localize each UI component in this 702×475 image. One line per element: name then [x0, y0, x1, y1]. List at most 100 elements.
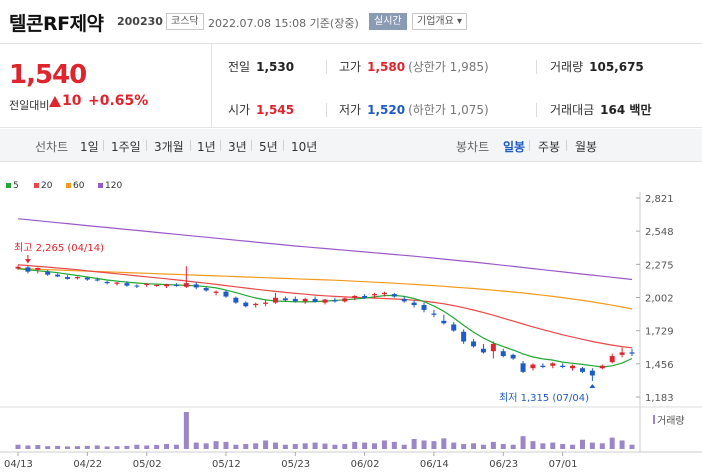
- candle-body: [431, 313, 437, 315]
- y-tick-label: 2,275: [645, 260, 674, 271]
- volume-bar: [629, 444, 635, 449]
- volume-bar: [510, 444, 516, 449]
- volume-bar: [589, 442, 595, 449]
- candle-body: [45, 271, 51, 275]
- candle-body: [312, 298, 318, 302]
- high-annotation: 최고 2,265 (04/14): [14, 242, 104, 254]
- ma120-line: [17, 218, 633, 281]
- volume-bar: [45, 446, 51, 449]
- tab-1y[interactable]: 1년: [197, 140, 216, 154]
- tab-3m[interactable]: 3개월: [154, 140, 184, 154]
- candle-body: [619, 352, 625, 355]
- candle-body: [391, 294, 397, 297]
- candle-body: [302, 298, 308, 302]
- x-tick-label: 05/12: [212, 459, 241, 470]
- price-summary: 1,540 전일대비 10 +0.65%: [0, 44, 212, 128]
- tab-1d[interactable]: 1일: [80, 140, 99, 154]
- volume-label: 거래량: [657, 415, 685, 427]
- volume-bar: [322, 443, 328, 449]
- volume-bar: [372, 443, 378, 449]
- candle-chart[interactable]: 2,821 2,548 2,275 2,002 1,729 1,456 1,183 04/13…: [0, 162, 702, 475]
- candle-body: [114, 282, 120, 284]
- volume-bar: [431, 441, 437, 449]
- volume-bar: [233, 444, 239, 449]
- volume-bar: [490, 441, 496, 449]
- volume-bar: [619, 440, 625, 449]
- x-tick-label: 07/01: [549, 459, 578, 470]
- candle-body: [104, 281, 110, 284]
- ma20-line: [17, 264, 633, 349]
- candle-body: [193, 284, 199, 288]
- current-price: 1,540: [9, 60, 87, 90]
- tab-10y[interactable]: 10년: [291, 140, 318, 154]
- prev-value: 1,530: [256, 60, 295, 74]
- volume-bar: [25, 445, 31, 449]
- candle-body: [154, 284, 160, 286]
- candle-body: [164, 284, 170, 287]
- candle-body: [223, 291, 229, 297]
- volume-bar: [411, 439, 417, 449]
- candle-body: [322, 299, 328, 303]
- x-tick-label: 05/02: [133, 459, 162, 470]
- tab-monthly[interactable]: 월봉: [575, 140, 598, 154]
- volume-bar: [282, 444, 288, 449]
- candle-body: [35, 267, 41, 270]
- legend-ma120: 120: [98, 181, 122, 191]
- diff-value: 10: [62, 93, 82, 109]
- candle-body: [372, 294, 378, 296]
- volume-bar: [173, 444, 179, 449]
- realtime-button[interactable]: 실시간: [369, 13, 407, 30]
- candle-body: [401, 298, 407, 302]
- volume-bar: [154, 445, 160, 449]
- volume-bar: [401, 444, 407, 449]
- volume-bar: [480, 444, 486, 449]
- candle-body: [352, 295, 358, 298]
- candle-body: [203, 288, 209, 291]
- company-info-dropdown[interactable]: 기업개요 ▾: [412, 13, 467, 30]
- tab-weekly[interactable]: 주봉: [538, 140, 561, 154]
- volume-bar: [421, 440, 427, 449]
- volume-bar: [461, 444, 467, 449]
- low-arrow-head: [589, 383, 596, 388]
- diff-label: 전일대비: [9, 99, 50, 112]
- tab-1w[interactable]: 1주일: [111, 140, 141, 154]
- candle-body: [421, 305, 427, 310]
- candle-body: [74, 277, 80, 279]
- volume-bar: [550, 442, 556, 449]
- open-label: 시가: [228, 103, 251, 117]
- x-tick-label: 06/02: [351, 459, 380, 470]
- candle-body: [471, 341, 477, 347]
- tab-5y[interactable]: 5년: [259, 140, 278, 154]
- candle-body: [500, 351, 506, 357]
- candle-body: [550, 363, 556, 366]
- volume-bar: [183, 412, 189, 449]
- volume-bar: [332, 444, 338, 449]
- volume-legend-swatch: [653, 415, 655, 424]
- x-tick-label: 06/14: [420, 459, 449, 470]
- high-arrow-head: [24, 259, 31, 264]
- x-tick-label: 06/23: [489, 459, 518, 470]
- low-annotation: 최저 1,315 (07/04): [499, 392, 589, 404]
- candle-body: [292, 298, 298, 302]
- candle-body: [441, 320, 447, 324]
- ma60-line: [17, 268, 633, 310]
- amount-label: 거래대금: [550, 103, 595, 117]
- candle-body: [94, 279, 100, 281]
- volume-bar: [164, 444, 170, 449]
- volume-bar: [114, 446, 120, 449]
- prev-close: 전일 1,530: [228, 58, 294, 75]
- candle-body: [560, 365, 566, 367]
- tab-3y[interactable]: 3년: [228, 140, 247, 154]
- candle-body: [233, 297, 239, 303]
- diff-percent: +0.65%: [88, 93, 149, 109]
- stock-header: 텔콘RF제약 200230 코스닥 2022.07.08 15:08 기준(장중…: [0, 0, 702, 44]
- line-chart-title: 선차트: [35, 140, 69, 154]
- candle-body: [629, 352, 635, 354]
- volume-bar: [55, 445, 61, 449]
- quote-table: 전일 1,530 고가 1,580 (상한가 1,985) 거래량 105,675 시가…: [212, 44, 702, 128]
- candle-body: [243, 302, 249, 307]
- candle-body: [480, 348, 486, 353]
- lower-limit: (하한가 1,075): [408, 103, 489, 117]
- volume-bar: [302, 443, 308, 449]
- tab-daily[interactable]: 일봉: [503, 140, 526, 154]
